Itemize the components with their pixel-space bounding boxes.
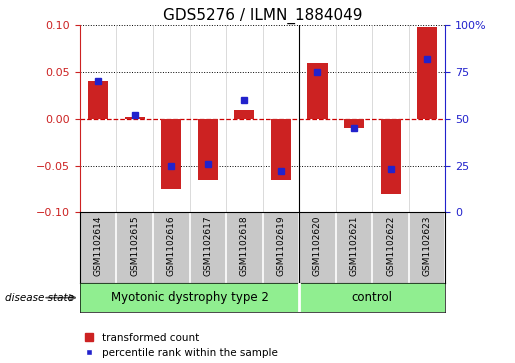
Bar [161,119,181,189]
Text: GSM1102618: GSM1102618 [240,215,249,276]
Text: GSM1102619: GSM1102619 [277,215,285,276]
Bar [381,119,401,194]
Text: GSM1102621: GSM1102621 [350,215,358,276]
Text: GSM1102617: GSM1102617 [203,215,212,276]
Bar [271,119,291,180]
Text: GSM1102622: GSM1102622 [386,215,395,276]
Text: GSM1102615: GSM1102615 [130,215,139,276]
Bar [125,117,145,119]
Text: control: control [352,291,393,304]
Bar [234,110,254,119]
Text: GSM1102614: GSM1102614 [94,215,102,276]
Bar [417,27,437,119]
Bar [88,81,108,119]
Text: Myotonic dystrophy type 2: Myotonic dystrophy type 2 [111,291,268,304]
Text: GSM1102623: GSM1102623 [423,215,432,276]
Title: GDS5276 / ILMN_1884049: GDS5276 / ILMN_1884049 [163,8,363,24]
Legend: transformed count, percentile rank within the sample: transformed count, percentile rank withi… [85,333,278,358]
Bar [307,63,328,119]
Text: GSM1102616: GSM1102616 [167,215,176,276]
Bar [344,119,364,128]
Text: GSM1102620: GSM1102620 [313,215,322,276]
Bar [198,119,218,180]
Text: disease state: disease state [5,293,74,303]
